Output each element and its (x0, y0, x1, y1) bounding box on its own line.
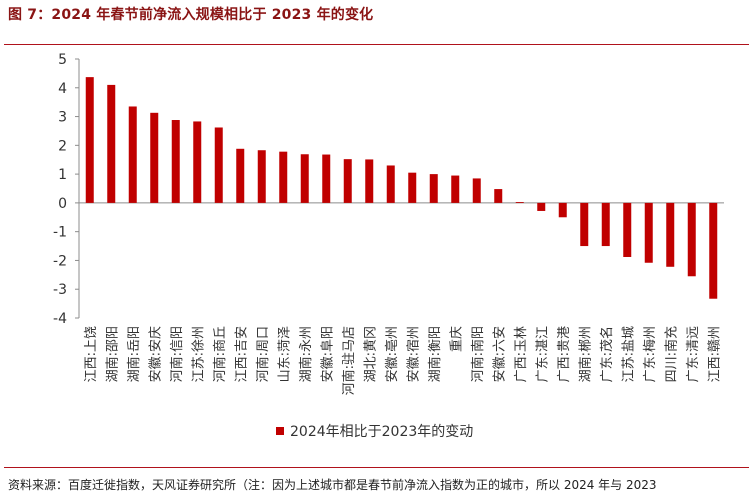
category-label: 湖南:邵阳 (104, 326, 120, 382)
bar (623, 202, 632, 257)
category-label: 广东:清远 (686, 326, 701, 382)
category-label: 湖南:郴州 (577, 326, 593, 382)
bar (386, 165, 395, 203)
y-tick-label: 2 (58, 138, 67, 154)
source-note: 资料来源：百度迁徙指数，天风证券研究所（注：因为上述城市都是春节前净流入指数为正… (8, 478, 657, 492)
bar (150, 112, 159, 203)
bar (451, 175, 460, 203)
category-label: 安徽:亳州 (384, 326, 400, 382)
category-label: 安徽:六安 (492, 326, 507, 382)
chart-bars (85, 77, 718, 299)
bar (107, 84, 116, 203)
category-label: 广西:玉林 (514, 326, 529, 382)
category-label: 四川:南充 (663, 326, 679, 382)
category-label: 广西:贵港 (557, 326, 572, 382)
y-tick-label: 1 (58, 167, 67, 183)
bar (236, 148, 245, 203)
bottom-divider (4, 467, 749, 468)
category-label: 湖南:岳阳 (126, 326, 142, 382)
bar (171, 120, 180, 203)
y-tick-label: 0 (58, 196, 67, 212)
bar (709, 202, 718, 299)
bar (515, 202, 524, 203)
y-tick-label: 3 (58, 110, 67, 126)
category-label: 江苏:徐州 (190, 326, 206, 382)
category-label: 重庆 (448, 326, 464, 352)
y-tick-label: -4 (53, 311, 67, 327)
category-label: 河南:南阳 (470, 326, 486, 382)
category-label: 山东:菏泽 (277, 326, 292, 382)
category-label: 广东:湛江 (535, 326, 550, 382)
bar (279, 151, 288, 203)
bar (300, 154, 309, 203)
bar (687, 202, 696, 277)
category-label: 广东:茂名 (599, 326, 615, 382)
chart-axes: 5 4 3 2 1 0 -1 -2 -3 -4 (53, 52, 724, 327)
bar (472, 178, 481, 203)
category-label: 安徽:安庆 (148, 326, 163, 382)
top-divider (4, 44, 749, 45)
y-tick-label: -1 (53, 225, 67, 241)
bar (322, 154, 331, 203)
bar (257, 150, 266, 203)
category-labels: 江西:上饶 湖南:邵阳 湖南:岳阳 安徽:安庆 河南:信阳 江苏:徐州 河南:商丘 江西:吉安… (84, 326, 723, 395)
figure-title: 图 7：2024 年春节前净流入规模相比于 2023 年的变化 (8, 7, 374, 23)
bar (494, 189, 503, 203)
bar (558, 202, 567, 218)
bar (666, 202, 675, 267)
category-label: 广东:梅州 (643, 326, 658, 382)
category-label: 河南:周口 (255, 326, 271, 382)
bar (601, 202, 610, 247)
bar (408, 172, 417, 203)
y-tick-label: 4 (58, 81, 67, 97)
category-label: 安徽:阜阳 (319, 326, 335, 382)
bar (580, 202, 589, 247)
category-label: 江苏:盐城 (620, 326, 636, 382)
bar (214, 127, 223, 203)
y-tick-label: -3 (53, 282, 67, 298)
category-label: 河南:信阳 (169, 326, 185, 382)
category-label: 湖南:永州 (298, 326, 314, 382)
bar (644, 202, 653, 263)
category-label: 湖北:黄冈 (363, 326, 378, 382)
y-tick-label: 5 (58, 52, 67, 68)
legend-label: 2024年相比于2023年的变动 (290, 424, 473, 440)
category-label: 江西:吉安 (234, 326, 249, 382)
bar (193, 121, 202, 203)
chart-legend: 2024年相比于2023年的变动 (276, 424, 473, 440)
bar (537, 202, 546, 211)
bar (365, 159, 374, 203)
category-label: 河南:商丘 (212, 326, 228, 382)
category-label: 江西:上饶 (84, 326, 99, 382)
legend-swatch (276, 427, 284, 435)
bar (85, 77, 94, 203)
category-label: 江西:赣州 (707, 326, 722, 382)
bar (429, 174, 438, 203)
category-label: 湖南:衡阳 (427, 326, 443, 382)
category-label: 安徽:宿州 (405, 326, 421, 382)
y-tick-label: -2 (53, 253, 67, 269)
category-label: 河南:驻马店 (341, 326, 357, 395)
bar (343, 159, 352, 203)
bar (128, 106, 137, 203)
